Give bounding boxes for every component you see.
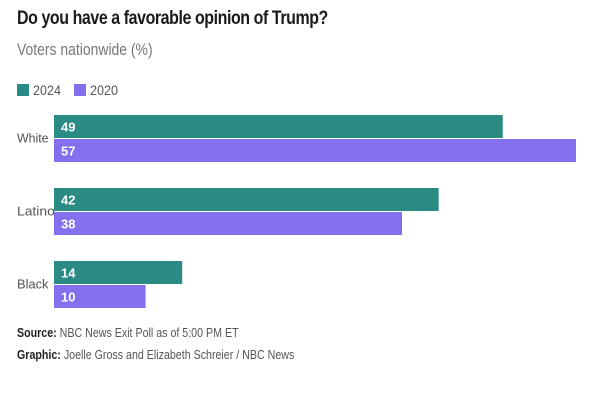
bar-black-2024 bbox=[54, 261, 183, 284]
bar-white-2024 bbox=[54, 115, 503, 138]
chart-subtitle: Voters nationwide (%) bbox=[17, 40, 153, 59]
graphic-label: Graphic: bbox=[17, 347, 61, 362]
bar-black-2020 bbox=[54, 285, 146, 308]
graphic-text: Joelle Gross and Elizabeth Schreier / NB… bbox=[63, 347, 295, 362]
bar-latino-2020 bbox=[54, 212, 402, 235]
legend-item-2020: 2020 bbox=[74, 82, 121, 98]
category-label-latino: Latino bbox=[17, 204, 55, 219]
chart-title: Do you have a favorable opinion of Trump… bbox=[17, 8, 328, 29]
bar-chart: White 49 57 Latino 42 38 Black 14 10 bbox=[17, 115, 576, 308]
bar-white-2020 bbox=[54, 139, 576, 162]
graphic-credit-line: Graphic: Joelle Gross and Elizabeth Schr… bbox=[17, 347, 294, 362]
legend-label-2024: 2024 bbox=[33, 82, 62, 98]
data-label-white-2020: 57 bbox=[61, 144, 75, 159]
legend-swatch-2024 bbox=[17, 84, 29, 96]
source-label: Source: bbox=[17, 325, 57, 340]
category-label-black: Black bbox=[17, 277, 49, 292]
data-label-black-2020: 10 bbox=[61, 290, 75, 305]
data-label-latino-2020: 38 bbox=[61, 217, 75, 232]
source-line: Source: NBC News Exit Poll as of 5:00 PM… bbox=[17, 325, 239, 340]
data-label-latino-2024: 42 bbox=[61, 193, 75, 208]
legend-swatch-2020 bbox=[74, 84, 87, 96]
data-label-black-2024: 14 bbox=[61, 266, 76, 281]
data-label-white-2024: 49 bbox=[61, 120, 75, 135]
category-label-white: White bbox=[17, 131, 49, 146]
legend: 2024 2020 bbox=[17, 82, 131, 98]
source-text: NBC News Exit Poll as of 5:00 PM ET bbox=[59, 325, 239, 340]
legend-label-2020: 2020 bbox=[90, 82, 119, 98]
legend-item-2024: 2024 bbox=[17, 82, 64, 98]
bar-latino-2024 bbox=[54, 188, 439, 211]
